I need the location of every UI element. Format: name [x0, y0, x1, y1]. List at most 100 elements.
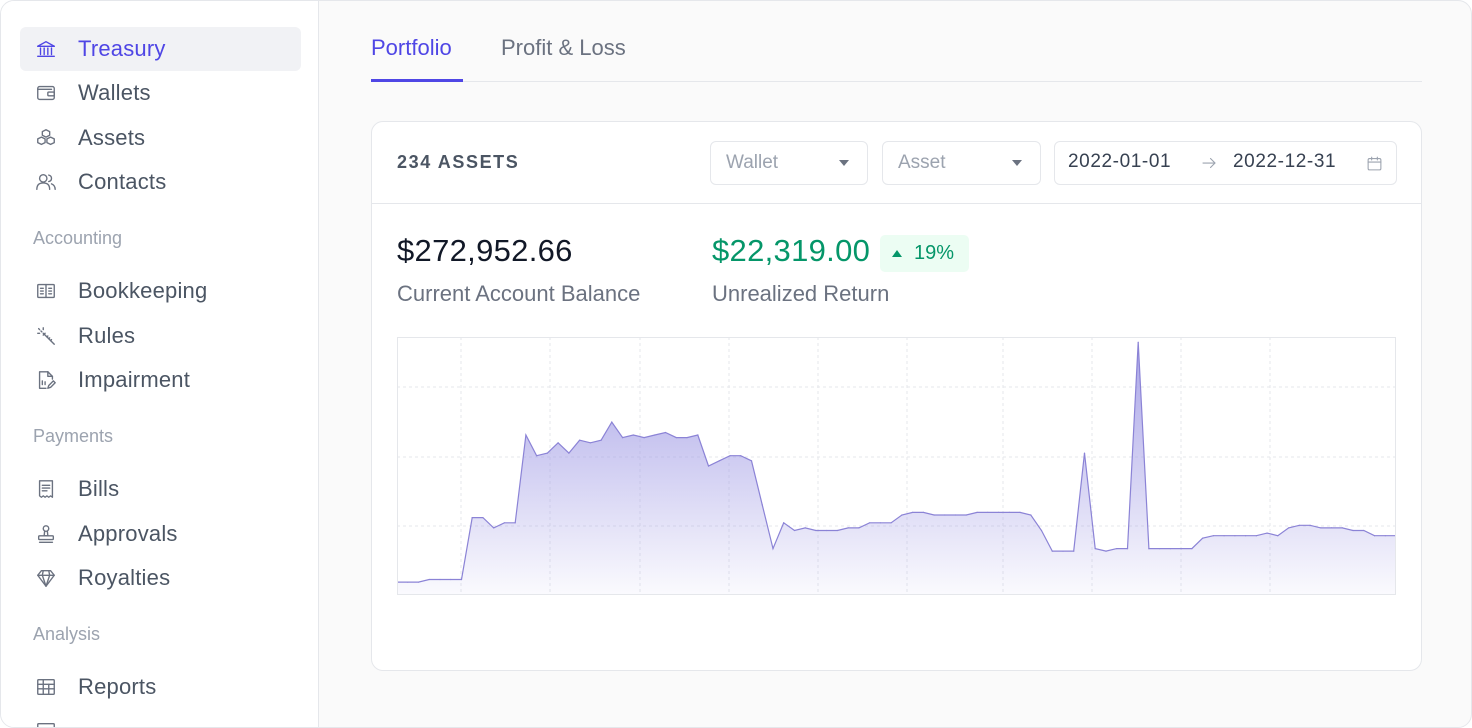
- asset-select[interactable]: Asset: [882, 141, 1041, 185]
- chart-data-point: [1083, 452, 1086, 454]
- chart-data-point: [1073, 550, 1075, 552]
- sidebar-item-label: Impairment: [78, 367, 191, 392]
- balance-label: Current Account Balance: [397, 281, 641, 306]
- section-label-analysis: Analysis: [33, 624, 101, 644]
- chart-data-point: [1051, 550, 1053, 552]
- chart-data-point: [772, 548, 774, 550]
- chart-data-point: [740, 455, 742, 457]
- chart-data-point: [707, 465, 710, 467]
- chart-data-point: [1373, 535, 1376, 537]
- chart-line: [397, 342, 1396, 583]
- section-label-payments: Payments: [33, 426, 114, 446]
- chart-data-point: [804, 527, 806, 529]
- sidebar-item-label: Rules: [78, 323, 136, 348]
- sidebar-item-royalties[interactable]: Royalties: [20, 556, 301, 600]
- chart-data-point: [1116, 548, 1118, 550]
- chart-data-point: [1223, 535, 1225, 537]
- chart-data-point: [654, 434, 656, 436]
- chart-data-point: [460, 578, 463, 581]
- caret-down-icon: [839, 160, 849, 166]
- sidebar-item-reports[interactable]: Reports: [20, 665, 301, 709]
- chart-points: [397, 341, 1396, 583]
- chart-data-point: [1008, 511, 1010, 513]
- tab-bar: Portfolio Profit & Loss: [371, 1, 1422, 82]
- date-end-input[interactable]: 2022-12-31: [1233, 151, 1337, 172]
- asset-count: 234 ASSETS: [397, 152, 520, 172]
- chart-data-point: [890, 522, 892, 524]
- balance-value: $272,952.66: [397, 233, 573, 268]
- sidebar-item-bills[interactable]: Bills: [20, 467, 301, 511]
- chart-data-point: [869, 522, 871, 524]
- sidebar-item-label: Wallets: [78, 80, 151, 105]
- table-icon: [34, 719, 58, 727]
- date-start-input[interactable]: 2022-01-01: [1068, 151, 1172, 172]
- sidebar-item-partial[interactable]: [20, 709, 301, 727]
- wallet-select[interactable]: Wallet: [710, 141, 868, 185]
- chart-data-point: [1169, 548, 1171, 550]
- sidebar-item-treasury[interactable]: Treasury: [20, 27, 301, 71]
- chart-data-point: [836, 529, 838, 532]
- sidebar-item-impairment[interactable]: Impairment: [20, 358, 301, 402]
- date-range-picker[interactable]: 2022-01-01 2022-12-31: [1054, 141, 1397, 185]
- chart-data-point: [664, 431, 667, 434]
- chart-data-point: [1180, 548, 1182, 550]
- asset-select-placeholder: Asset: [898, 152, 946, 173]
- wallet-icon: [34, 81, 58, 105]
- chart-data-point: [1159, 548, 1161, 550]
- chart-data-point: [750, 460, 753, 462]
- chart-data-point: [1320, 527, 1322, 529]
- magic-wand-icon: [34, 324, 58, 348]
- chart-data-point: [622, 437, 624, 439]
- tab-portfolio[interactable]: Portfolio: [371, 35, 452, 60]
- chart-data-point: [729, 455, 731, 457]
- sidebar-item-label: Bookkeeping: [78, 278, 208, 303]
- cubes-icon: [34, 126, 58, 150]
- sidebar-item-label: Royalties: [78, 565, 171, 590]
- bank-icon: [34, 37, 58, 61]
- chart-data-point: [600, 439, 602, 441]
- chart-data-point: [589, 442, 591, 444]
- sidebar-item-label: Bills: [78, 476, 120, 501]
- caret-down-icon: [1012, 160, 1022, 166]
- receipt-icon: [34, 477, 58, 501]
- triangle-up-icon: [892, 250, 902, 257]
- sidebar-item-contacts[interactable]: Contacts: [20, 160, 301, 204]
- arrow-right-icon: [1200, 154, 1218, 172]
- calendar-icon[interactable]: [1366, 155, 1383, 172]
- chart-data-point: [1094, 548, 1096, 550]
- chart-data-point: [482, 517, 484, 519]
- sidebar-item-assets[interactable]: Assets: [20, 116, 301, 160]
- sidebar-item-rules[interactable]: Rules: [20, 314, 301, 358]
- sidebar-item-bookkeeping[interactable]: Bookkeeping: [20, 269, 301, 313]
- chart-data-point: [1330, 527, 1333, 529]
- chart-data-point: [976, 511, 978, 513]
- sidebar-item-wallets[interactable]: Wallets: [20, 71, 301, 115]
- chart-data-point: [1126, 548, 1129, 550]
- tab-profit-and-loss[interactable]: Profit & Loss: [501, 35, 626, 60]
- chart-data-point: [1105, 550, 1107, 552]
- chart-data-point: [879, 522, 881, 524]
- card-header: 234 ASSETS Wallet Asset 2022-01-01 2022-…: [372, 122, 1421, 204]
- chart-data-point: [1363, 529, 1365, 532]
- chart-data-point: [546, 452, 548, 454]
- chart-data-point: [1352, 529, 1354, 532]
- chart-data-point: [847, 527, 849, 529]
- chart-data-point: [471, 517, 473, 519]
- sidebar-item-label: Treasury: [78, 36, 166, 61]
- chart-data-point: [568, 452, 570, 454]
- chart-data-point: [1137, 341, 1139, 343]
- chart-data-point: [1266, 532, 1268, 534]
- chart-data-point: [493, 527, 495, 529]
- stamp-icon: [34, 522, 58, 546]
- sidebar-item-approvals[interactable]: Approvals: [20, 512, 301, 556]
- chart-data-point: [697, 434, 699, 436]
- chart-data-point: [675, 437, 677, 439]
- chart-data-point: [1030, 514, 1032, 516]
- section-label-accounting: Accounting: [33, 228, 123, 248]
- chart-data-point: [858, 527, 860, 529]
- chart-data-point: [987, 511, 989, 513]
- chart-data-point: [1298, 524, 1300, 526]
- chart-data-point: [944, 514, 946, 516]
- chart-data-point: [1288, 527, 1290, 529]
